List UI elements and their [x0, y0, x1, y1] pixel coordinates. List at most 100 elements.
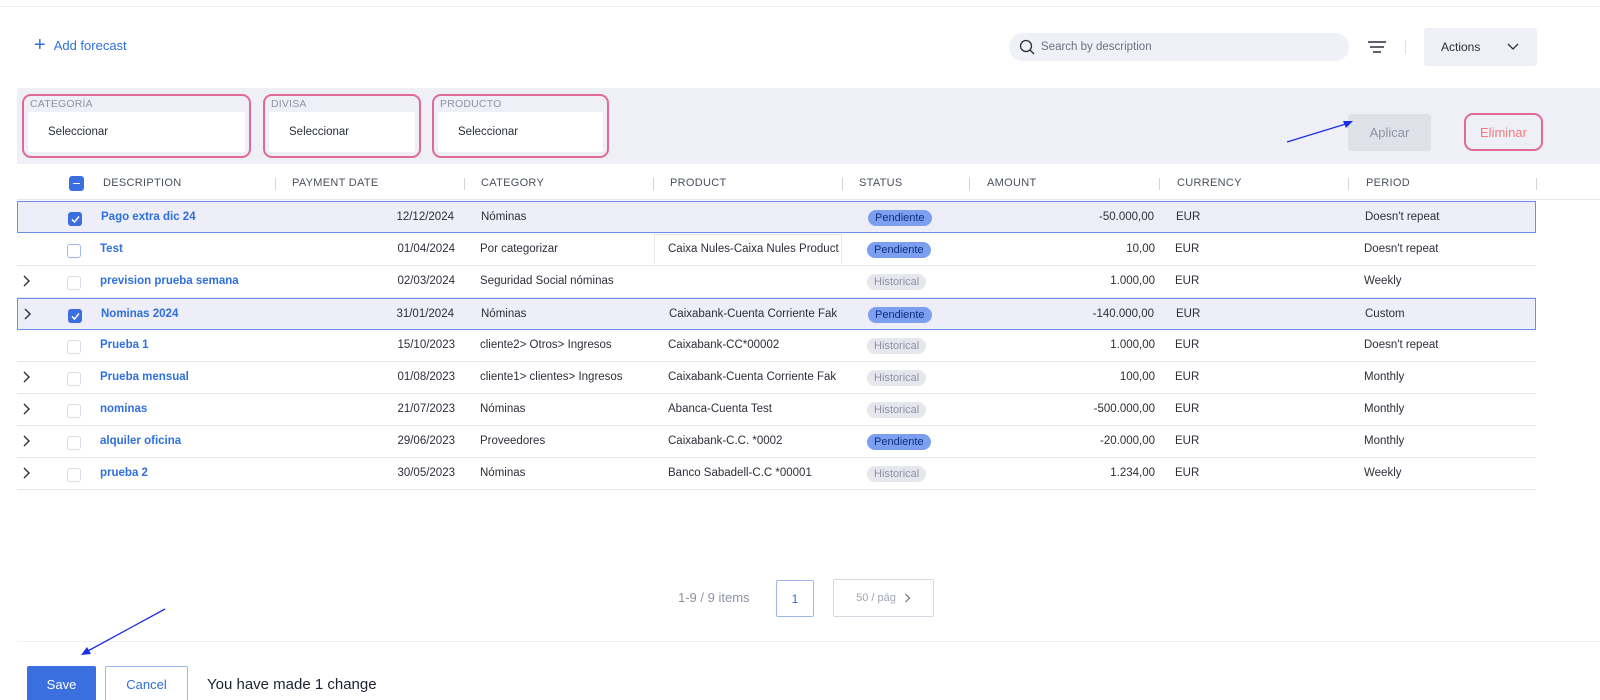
row-product: Caixabank-CC*00002 [668, 339, 780, 351]
row-period: Monthly [1364, 371, 1405, 383]
filter-lines-icon[interactable] [1368, 40, 1386, 54]
apply-button[interactable]: Aplicar [1348, 114, 1431, 151]
chevron-right-icon[interactable] [21, 370, 33, 384]
page-size-select[interactable]: 50 / pág [833, 579, 934, 617]
top-divider [0, 6, 1600, 7]
status-badge: Pendiente [867, 242, 931, 258]
row-product: Abanca-Cuenta Test [668, 403, 772, 415]
table-row[interactable]: Test 01/04/2024 Por categorizar Caixa Nu… [17, 234, 1536, 266]
row-amount: -140.000,00 [1092, 308, 1154, 320]
row-checkbox[interactable] [68, 212, 82, 226]
chevron-right-icon[interactable] [22, 307, 34, 321]
row-currency: EUR [1175, 275, 1200, 287]
column-header-period[interactable]: PERIOD [1366, 177, 1410, 189]
row-description-link[interactable]: Prueba 1 [100, 339, 149, 351]
pagination-info: 1-9 / 9 items [678, 590, 750, 605]
column-header-description[interactable]: DESCRIPTION [103, 177, 182, 189]
column-separator [1159, 178, 1160, 190]
row-description-link[interactable]: Prueba mensual [100, 371, 189, 383]
row-amount: 10,00 [1126, 243, 1155, 255]
row-period: Weekly [1364, 467, 1402, 479]
row-period: Monthly [1364, 403, 1405, 415]
row-checkbox[interactable] [67, 276, 81, 290]
row-description-link[interactable]: Nominas 2024 [101, 308, 179, 320]
row-period: Doesn't repeat [1365, 211, 1440, 223]
row-category: Nóminas [480, 403, 526, 415]
row-checkbox[interactable] [67, 468, 81, 482]
row-description-link[interactable]: prueba 2 [100, 467, 148, 479]
column-separator [653, 178, 654, 190]
pagination-page-button[interactable]: 1 [776, 580, 814, 617]
row-currency: EUR [1175, 403, 1200, 415]
column-header-category[interactable]: CATEGORY [481, 177, 545, 189]
search-icon [1019, 39, 1035, 55]
actions-dropdown[interactable]: Actions [1424, 28, 1537, 66]
filter-categoria-label: CATEGORÍA [30, 98, 93, 110]
row-description-link[interactable]: alquiler oficina [100, 435, 182, 447]
row-currency: EUR [1175, 339, 1200, 351]
select-all-checkbox[interactable] [69, 176, 84, 191]
filter-producto: PRODUCTO Seleccionar [432, 94, 609, 158]
row-checkbox[interactable] [67, 244, 81, 258]
row-checkbox[interactable] [68, 309, 82, 323]
table-row[interactable]: nominas 21/07/2023 Nóminas Abanca-Cuenta… [17, 394, 1536, 426]
row-currency: EUR [1176, 308, 1201, 320]
column-separator [1536, 178, 1537, 190]
row-category: Nóminas [480, 467, 526, 479]
search-input[interactable] [1041, 41, 1331, 53]
row-checkbox[interactable] [67, 404, 81, 418]
filter-producto-label: PRODUCTO [440, 98, 502, 110]
column-header-product[interactable]: PRODUCT [670, 177, 727, 189]
column-separator [464, 178, 465, 190]
row-payment-date: 15/10/2023 [397, 339, 455, 351]
row-checkbox[interactable] [67, 436, 81, 450]
column-header-status[interactable]: STATUS [859, 177, 903, 189]
chevron-right-icon[interactable] [21, 402, 33, 416]
row-category: Nóminas [481, 211, 527, 223]
chevron-right-icon[interactable] [21, 434, 33, 448]
row-product: Banco Sabadell-C.C *00001 [668, 467, 812, 479]
table-row[interactable]: Prueba mensual 01/08/2023 cliente1> clie… [17, 362, 1536, 394]
status-badge: Pendiente [868, 210, 932, 226]
annotation-arrow-icon [81, 608, 166, 655]
status-badge: Pendiente [868, 307, 932, 323]
save-button[interactable]: Save [27, 666, 96, 700]
column-header-amount[interactable]: AMOUNT [987, 177, 1037, 189]
row-payment-date: 30/05/2023 [397, 467, 455, 479]
table-row[interactable]: prueba 2 30/05/2023 Nóminas Banco Sabade… [17, 458, 1536, 490]
row-category: Nóminas [481, 308, 527, 320]
filter-divisa-label: DIVISA [271, 98, 307, 110]
table-row[interactable]: Nominas 2024 31/01/2024 Nóminas Caixaban… [17, 298, 1536, 330]
column-separator [842, 178, 843, 190]
row-currency: EUR [1176, 211, 1201, 223]
row-description-link[interactable]: prevision prueba semana [100, 275, 239, 287]
row-product: Caixabank-Cuenta Corriente Fak [669, 308, 838, 320]
row-amount: -50.000,00 [1099, 211, 1154, 223]
filter-producto-select[interactable]: Seleccionar [438, 112, 603, 152]
delete-button[interactable]: Eliminar [1464, 113, 1543, 151]
row-description-link[interactable]: Pago extra dic 24 [101, 211, 196, 223]
table-row[interactable]: Pago extra dic 24 12/12/2024 Nóminas Pen… [17, 201, 1536, 233]
row-checkbox[interactable] [67, 340, 81, 354]
column-header-currency[interactable]: CURRENCY [1177, 177, 1242, 189]
table-row[interactable]: alquiler oficina 29/06/2023 Proveedores … [17, 426, 1536, 458]
row-description-link[interactable]: Test [100, 243, 123, 255]
row-payment-date: 29/06/2023 [397, 435, 455, 447]
cancel-button[interactable]: Cancel [105, 666, 188, 700]
change-message: You have made 1 change [207, 676, 377, 693]
row-category: Por categorizar [480, 243, 558, 255]
status-badge: Historical [867, 466, 927, 482]
chevron-right-icon[interactable] [21, 466, 33, 480]
column-header-payment-date[interactable]: PAYMENT DATE [292, 177, 379, 189]
filter-divisa-select[interactable]: Seleccionar [269, 112, 415, 152]
chevron-right-icon[interactable] [21, 274, 33, 288]
table-row[interactable]: prevision prueba semana 02/03/2024 Segur… [17, 266, 1536, 298]
row-category: cliente2> Otros> Ingresos [480, 339, 612, 351]
add-forecast-button[interactable]: + Add forecast [34, 35, 127, 55]
table-row[interactable]: Prueba 1 15/10/2023 cliente2> Otros> Ing… [17, 330, 1536, 362]
filter-categoria-select[interactable]: Seleccionar [28, 112, 245, 152]
row-checkbox[interactable] [67, 372, 81, 386]
status-badge: Historical [867, 370, 927, 386]
row-description-link[interactable]: nominas [100, 403, 148, 415]
search-box[interactable] [1009, 33, 1349, 61]
